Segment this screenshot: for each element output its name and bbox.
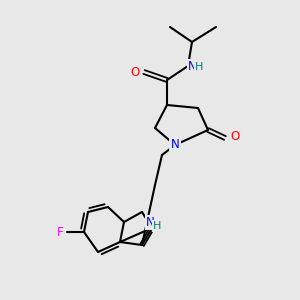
Text: O: O — [131, 65, 140, 79]
Text: H: H — [195, 62, 203, 72]
Text: N: N — [146, 216, 155, 229]
Text: F: F — [56, 226, 63, 238]
Text: N: N — [171, 139, 179, 152]
Text: H: H — [153, 221, 161, 231]
Text: N: N — [188, 59, 197, 73]
Text: O: O — [230, 130, 239, 143]
